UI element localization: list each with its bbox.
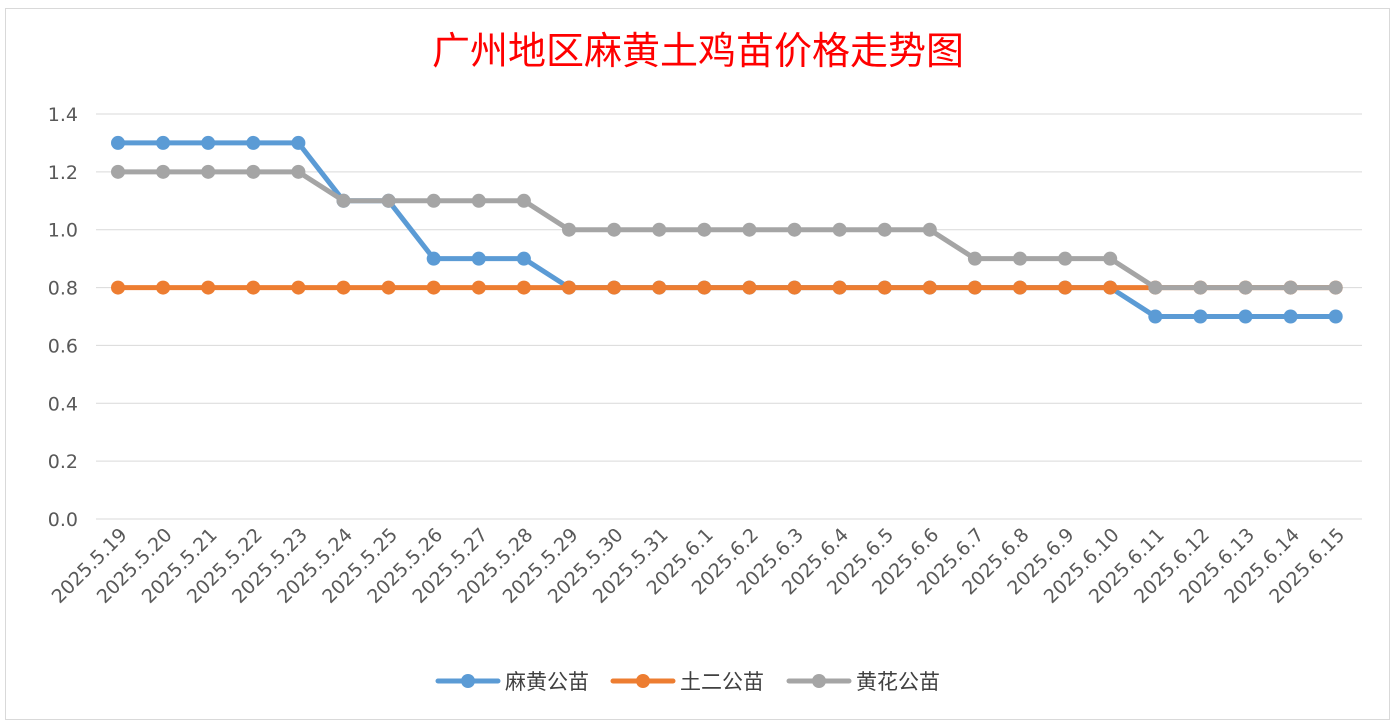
data-point[interactable] xyxy=(1328,280,1343,295)
chart-area[interactable] xyxy=(5,8,1390,720)
data-point[interactable] xyxy=(652,280,667,295)
data-point[interactable] xyxy=(607,222,622,237)
legend: 麻黄公苗 土二公苗 黄花公苗 xyxy=(435,670,940,694)
legend-label: 麻黄公苗 xyxy=(505,670,589,694)
data-point[interactable] xyxy=(787,222,802,237)
data-point[interactable] xyxy=(832,280,847,295)
data-point[interactable] xyxy=(652,222,667,237)
data-point[interactable] xyxy=(877,280,892,295)
data-point[interactable] xyxy=(156,164,171,179)
data-point[interactable] xyxy=(1013,251,1027,266)
legend-marker xyxy=(812,674,826,688)
data-point[interactable] xyxy=(471,251,486,266)
data-point[interactable] xyxy=(246,164,261,179)
y-tick-label: 0.2 xyxy=(48,451,78,473)
legend-item[interactable]: 麻黄公苗 xyxy=(435,670,589,694)
series-2 xyxy=(111,280,1343,295)
data-point[interactable] xyxy=(1283,280,1298,295)
series-line xyxy=(115,169,1339,291)
data-point[interactable] xyxy=(516,280,531,295)
data-point[interactable] xyxy=(1148,280,1163,295)
data-point[interactable] xyxy=(1328,309,1343,324)
data-point[interactable] xyxy=(742,222,757,237)
data-point[interactable] xyxy=(1058,251,1073,266)
y-tick-label: 1.2 xyxy=(48,162,78,184)
y-tick-label: 1.0 xyxy=(48,220,78,242)
data-point[interactable] xyxy=(291,164,306,179)
series-3 xyxy=(111,164,1343,295)
data-point[interactable] xyxy=(516,193,531,208)
data-point[interactable] xyxy=(787,280,802,295)
series-lines xyxy=(111,135,1343,324)
data-point[interactable] xyxy=(1103,251,1118,266)
data-point[interactable] xyxy=(291,135,306,150)
data-point[interactable] xyxy=(201,280,216,295)
data-point[interactable] xyxy=(291,280,306,295)
data-point[interactable] xyxy=(426,193,441,208)
data-point[interactable] xyxy=(697,222,712,237)
data-point[interactable] xyxy=(922,280,937,295)
data-point[interactable] xyxy=(156,135,171,150)
data-point[interactable] xyxy=(877,222,892,237)
data-point[interactable] xyxy=(697,280,712,295)
data-point[interactable] xyxy=(201,135,216,150)
data-point[interactable] xyxy=(201,164,216,179)
data-point[interactable] xyxy=(516,251,531,266)
data-point[interactable] xyxy=(607,280,622,295)
x-axis-ticks: 2025.5.192025.5.202025.5.212025.5.222025… xyxy=(48,524,1350,608)
data-point[interactable] xyxy=(1103,280,1118,295)
data-point[interactable] xyxy=(156,280,171,295)
y-axis-ticks: 0.0 0.2 0.4 0.6 0.8 1.0 1.2 1.4 xyxy=(48,104,78,531)
data-point[interactable] xyxy=(246,135,261,150)
data-point[interactable] xyxy=(1238,309,1253,324)
data-point[interactable] xyxy=(471,193,486,208)
data-point[interactable] xyxy=(1013,280,1027,295)
chart-title: 广州地区麻黄土鸡苗价格走势图 xyxy=(432,29,964,73)
data-point[interactable] xyxy=(111,164,125,179)
y-tick-label: 0.0 xyxy=(48,509,78,531)
data-point[interactable] xyxy=(562,222,576,237)
data-point[interactable] xyxy=(967,280,982,295)
legend-marker xyxy=(461,674,475,688)
data-point[interactable] xyxy=(336,280,351,295)
y-tick-label: 0.8 xyxy=(48,278,78,300)
y-tick-label: 0.4 xyxy=(48,393,78,415)
legend-label: 土二公苗 xyxy=(680,670,764,694)
data-point[interactable] xyxy=(1238,280,1253,295)
data-point[interactable] xyxy=(246,280,261,295)
legend-label: 黄花公苗 xyxy=(856,670,940,694)
y-tick-label: 1.4 xyxy=(48,104,78,126)
data-point[interactable] xyxy=(471,280,486,295)
data-point[interactable] xyxy=(562,280,576,295)
legend-item[interactable]: 黄花公苗 xyxy=(786,670,940,694)
data-point[interactable] xyxy=(426,251,441,266)
legend-marker xyxy=(636,674,650,688)
y-tick-label: 0.6 xyxy=(48,335,78,357)
data-point[interactable] xyxy=(111,135,125,150)
data-point[interactable] xyxy=(967,251,982,266)
data-point[interactable] xyxy=(832,222,847,237)
data-point[interactable] xyxy=(742,280,757,295)
data-point[interactable] xyxy=(1058,280,1073,295)
data-point[interactable] xyxy=(111,280,125,295)
data-point[interactable] xyxy=(1283,309,1298,324)
data-point[interactable] xyxy=(381,193,396,208)
data-point[interactable] xyxy=(922,222,937,237)
legend-item[interactable]: 土二公苗 xyxy=(610,670,764,694)
data-point[interactable] xyxy=(426,280,441,295)
data-point[interactable] xyxy=(381,280,396,295)
data-point[interactable] xyxy=(1193,280,1208,295)
data-point[interactable] xyxy=(336,193,351,208)
data-point[interactable] xyxy=(1148,309,1163,324)
data-point[interactable] xyxy=(1193,309,1208,324)
